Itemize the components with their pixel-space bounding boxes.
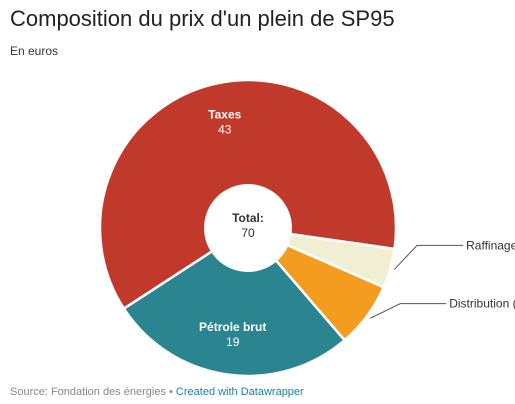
slice-value-4: 19 [226, 335, 240, 349]
slice-value-1: 43 [218, 123, 232, 137]
leader-line-2 [393, 244, 464, 270]
slice-label-1: Taxes [208, 108, 241, 122]
slice-label-2: Raffinage (3) [466, 238, 515, 252]
credit-link[interactable]: Created with Datawrapper [175, 386, 304, 398]
leader-line-3 [370, 303, 447, 319]
center-value: 70 [241, 226, 255, 240]
page-title: Composition du prix d'un plein de SP95 [10, 6, 395, 31]
slice-label-4: Pétrole brut [199, 320, 266, 334]
footer-separator: • [169, 386, 173, 398]
source-text: Source: Fondation des énergies [10, 386, 166, 398]
slice-label-3: Distribution (5) [449, 297, 515, 311]
center-label: Total: [232, 211, 264, 225]
donut-hole [204, 184, 292, 272]
chart-footer: Source: Fondation des énergies • Created… [10, 386, 304, 398]
pie-slice-4 [122, 226, 346, 378]
chart-subtitle: En euros [10, 44, 59, 58]
